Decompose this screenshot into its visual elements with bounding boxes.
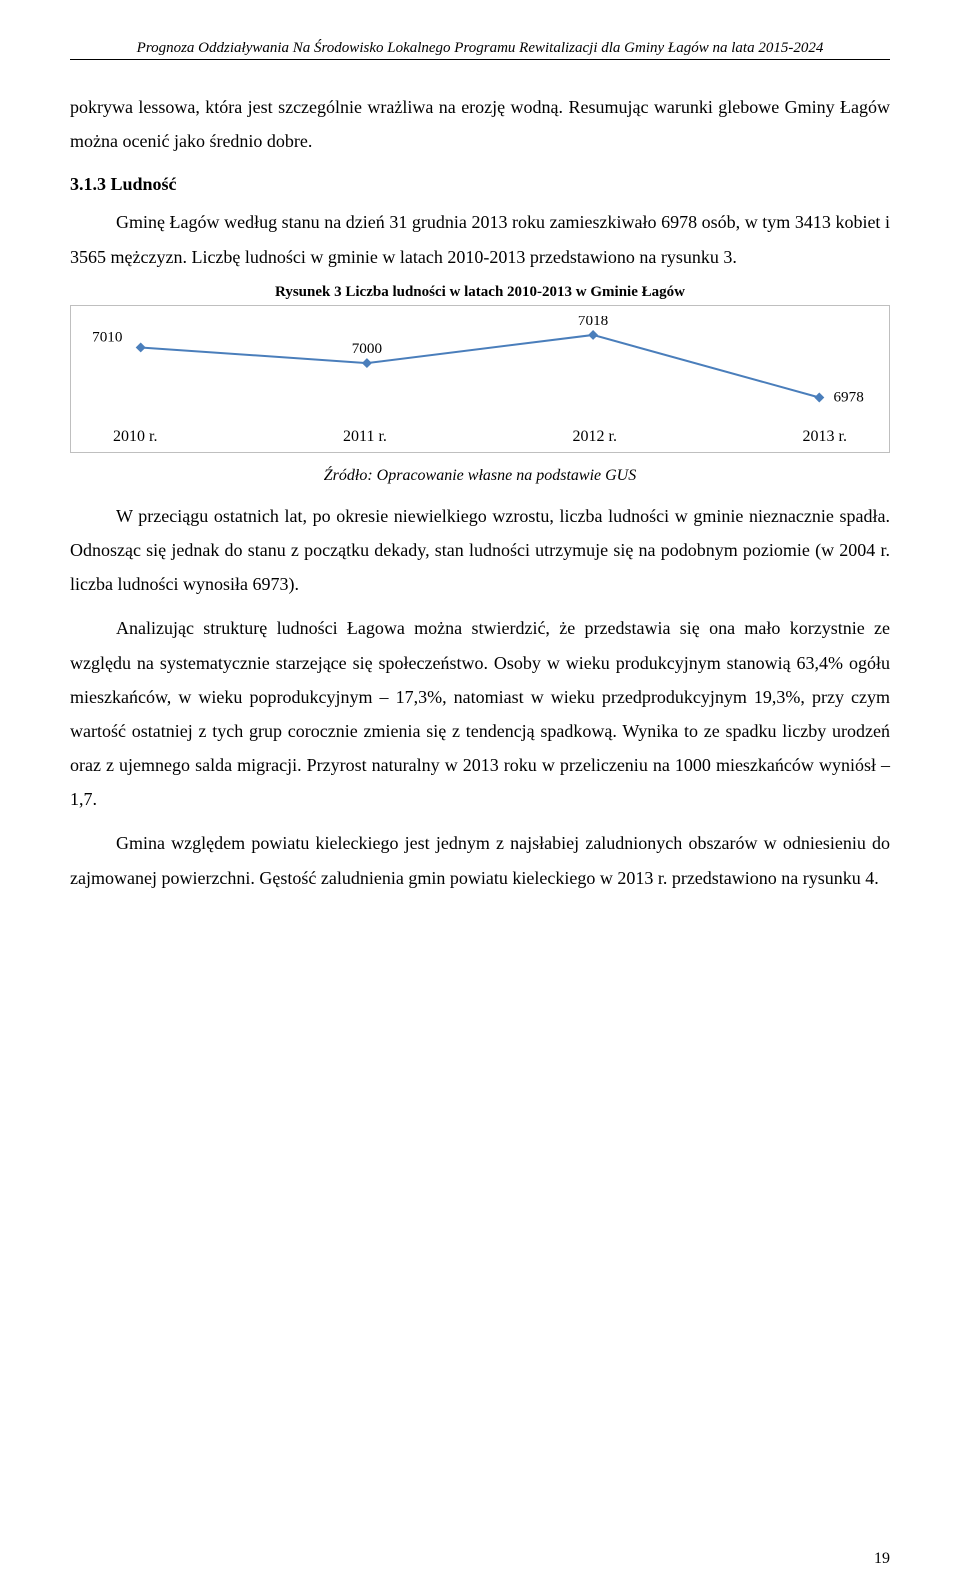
svg-text:7018: 7018 — [578, 316, 608, 329]
chart-x-axis: 2010 r. 2011 r. 2012 r. 2013 r. — [85, 426, 875, 450]
chart-svg: 7010 7000 7018 6978 — [85, 316, 875, 426]
running-header: Prognoza Oddziaływania Na Środowisko Lok… — [70, 40, 890, 57]
section-heading: 3.1.3 Ludność — [70, 174, 890, 195]
svg-text:7000: 7000 — [352, 341, 382, 357]
x-label: 2013 r. — [803, 428, 847, 446]
document-page: Prognoza Oddziaływania Na Środowisko Lok… — [0, 0, 960, 1596]
page-number: 19 — [874, 1550, 890, 1568]
population-chart: 7010 7000 7018 6978 2010 r. 2011 r. 2012 r.… — [70, 305, 890, 453]
paragraph-body: W przeciągu ostatnich lat, po okresie ni… — [70, 499, 890, 602]
chart-title: Rysunek 3 Liczba ludności w latach 2010-… — [70, 284, 890, 301]
section-number: 3.1.3 — [70, 174, 106, 194]
paragraph-body: Gminę Łagów według stanu na dzień 31 gru… — [70, 205, 890, 273]
section-title: Ludność — [111, 174, 177, 194]
x-label: 2011 r. — [343, 428, 387, 446]
paragraph-body: Gmina względem powiatu kieleckiego jest … — [70, 826, 890, 894]
source-rest: cowanie własne na podstawie GUS — [410, 467, 636, 484]
svg-text:7010: 7010 — [92, 329, 122, 345]
x-label: 2010 r. — [113, 428, 157, 446]
x-label: 2012 r. — [573, 428, 617, 446]
svg-text:6978: 6978 — [833, 389, 863, 405]
source-prefix: Źródło: Opra — [324, 467, 411, 484]
chart-source: Źródło: Opracowanie własne na podstawie … — [70, 467, 890, 485]
paragraph-intro: pokrywa lessowa, która jest szczególnie … — [70, 90, 890, 158]
paragraph-body: Analizując strukturę ludności Łagowa moż… — [70, 611, 890, 816]
header-rule — [70, 59, 890, 60]
